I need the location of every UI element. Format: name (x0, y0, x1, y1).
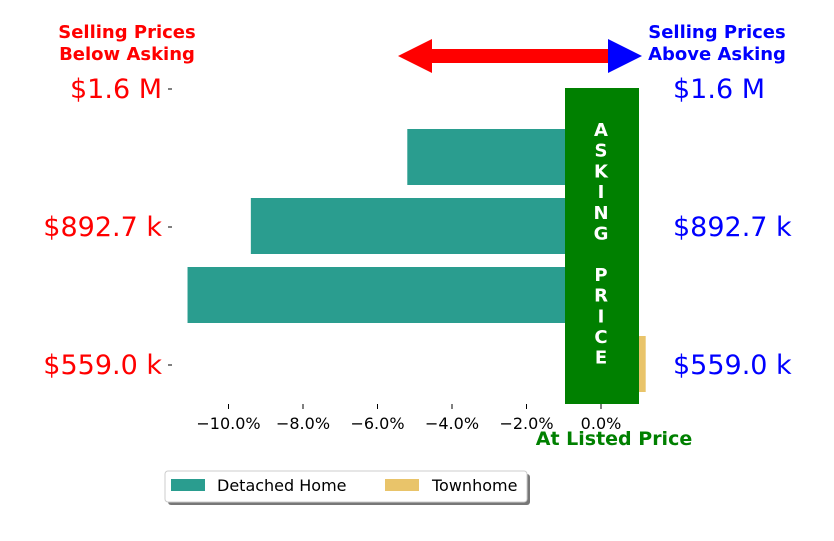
asking-letter-5: N (593, 203, 608, 224)
asking-letter-9: R (594, 286, 608, 307)
x-tick-label-2: −8.0% (276, 414, 330, 433)
legend-label-townhome: Townhome (431, 476, 517, 495)
right-header-line1: Selling Prices (648, 22, 785, 43)
asking-letter-11: C (594, 327, 607, 348)
legend-box (164, 470, 528, 503)
legend: Detached Home Townhome (164, 470, 530, 505)
bar-detached-home-3 (187, 267, 601, 323)
asking-letter-10: I (598, 306, 605, 327)
x-tick-label-3: −6.0% (350, 414, 404, 433)
asking-price-band (565, 88, 639, 404)
legend-swatch-detached (171, 479, 205, 491)
y-tick-right-1: $1.6 M (673, 74, 765, 105)
y-tick-left-1: $1.6 M (70, 74, 162, 105)
asking-letter-1: A (594, 120, 608, 141)
x-tick-label-6: 0.0% (581, 414, 622, 433)
arrow-shaft-right (520, 49, 612, 63)
right-header-line2: Above Asking (648, 44, 786, 65)
asking-letter-2: S (595, 141, 608, 162)
x-ticks: −10.0% −8.0% −6.0% −4.0% −2.0% 0.0% (196, 404, 621, 433)
y-tick-left-2: $892.7 k (43, 212, 162, 243)
y-tick-left-3: $559.0 k (43, 350, 162, 381)
arrow-head-left (398, 39, 432, 73)
y-tick-right-3: $559.0 k (673, 350, 792, 381)
left-header-line2: Below Asking (59, 44, 195, 65)
direction-arrow-icon (398, 39, 642, 73)
asking-letter-3: K (594, 161, 609, 182)
arrow-head-right (608, 39, 642, 73)
x-tick-label-1: −10.0% (196, 414, 260, 433)
y-tick-labels: $1.6 M $892.7 k $559.0 k $1.6 M $892.7 k $559… (43, 74, 792, 381)
asking-letter-4: I (598, 182, 605, 203)
x-tick-label-4: −4.0% (425, 414, 479, 433)
arrow-shaft-left (430, 49, 522, 63)
asking-letter-6: G (594, 224, 609, 245)
at-listed-price-label: At Listed Price (536, 428, 692, 450)
x-tick-label-5: −2.0% (499, 414, 553, 433)
legend-swatch-townhome (385, 479, 419, 491)
y-tick-right-2: $892.7 k (673, 212, 792, 243)
left-header-line1: Selling Prices (58, 22, 195, 43)
legend-label-detached: Detached Home (217, 476, 347, 495)
asking-letter-12: E (595, 348, 607, 369)
bar-detached-home-2 (250, 198, 601, 254)
asking-letter-8: P (594, 265, 607, 286)
